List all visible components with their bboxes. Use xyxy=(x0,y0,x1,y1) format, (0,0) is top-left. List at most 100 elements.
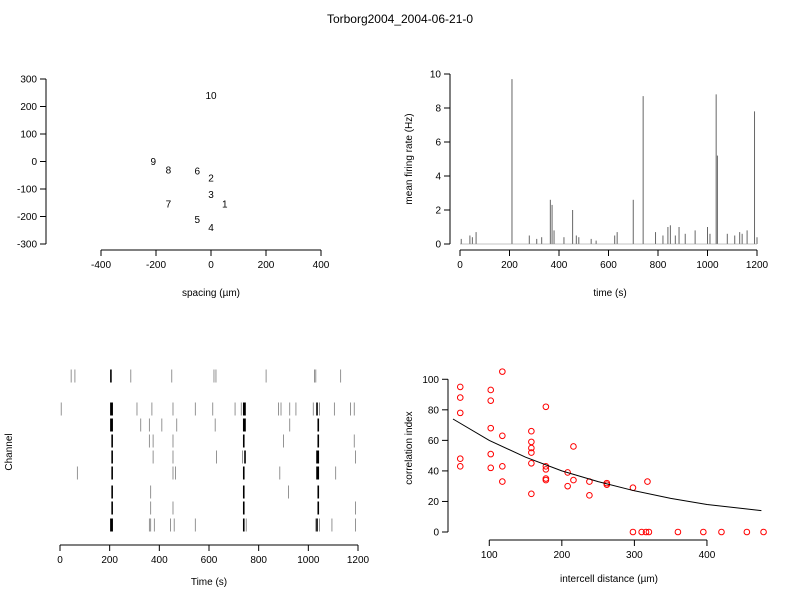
y-axis-label: correlation index xyxy=(404,411,415,484)
x-tick-label: 600 xyxy=(600,260,617,271)
data-point xyxy=(499,478,506,485)
electrode-label: 4 xyxy=(208,223,214,234)
x-tick-label: 400 xyxy=(699,550,716,561)
x-tick-label: 300 xyxy=(626,550,643,561)
data-point xyxy=(456,409,464,417)
y-tick-label: 0 xyxy=(435,240,441,251)
y-tick-label: 8 xyxy=(435,104,441,115)
data-point xyxy=(644,478,651,485)
data-point xyxy=(456,394,464,401)
electrode-label: 10 xyxy=(205,91,217,102)
x-tick-label: 100 xyxy=(481,550,498,561)
data-point xyxy=(542,403,550,411)
data-point xyxy=(499,368,506,375)
y-axis-label: Channel xyxy=(4,433,15,470)
electrode-label: 6 xyxy=(194,167,200,178)
x-tick-label: -200 xyxy=(146,260,166,271)
y-tick-label: 100 xyxy=(20,130,37,141)
x-tick-label: 200 xyxy=(501,260,518,271)
data-point xyxy=(570,476,577,484)
data-point xyxy=(564,482,571,490)
y-tick-label: 4 xyxy=(435,172,441,183)
x-tick-label: 600 xyxy=(201,555,218,566)
x-tick-label: 0 xyxy=(208,260,214,271)
data-point xyxy=(629,528,637,536)
data-point xyxy=(564,469,571,476)
y-tick-label: -300 xyxy=(17,240,37,251)
y-axis-label: mean firing rate (Hz) xyxy=(404,113,415,204)
figure-title: Torborg2004_2004-06-21-0 xyxy=(327,12,473,26)
data-point xyxy=(528,459,535,467)
x-tick-label: 400 xyxy=(551,260,568,271)
y-tick-label: 0 xyxy=(31,157,37,168)
electrode-label: 3 xyxy=(208,190,214,201)
y-tick-label: 80 xyxy=(428,405,440,416)
y-tick-label: 2 xyxy=(435,206,441,217)
data-point xyxy=(586,492,593,499)
x-tick-label: 800 xyxy=(650,260,667,271)
electrode-label: 5 xyxy=(194,215,200,226)
data-point xyxy=(743,528,751,536)
data-point xyxy=(499,432,506,440)
data-point xyxy=(487,397,495,404)
y-tick-label: -200 xyxy=(17,212,37,223)
data-point xyxy=(570,443,577,450)
fit-curve xyxy=(452,418,762,512)
mean-firing-rate-panel: 0 200 400 600 800 1000 1200 0 2 4 6 8 10 time (s) mean… xyxy=(404,70,769,300)
data-point xyxy=(456,383,464,391)
x-tick-label: 1200 xyxy=(347,555,370,566)
data-point xyxy=(645,528,653,536)
data-point xyxy=(760,528,767,536)
electrode-label: 2 xyxy=(208,174,214,185)
x-tick-label: 200 xyxy=(258,260,275,271)
y-tick-label: 60 xyxy=(428,436,440,447)
x-tick-label: 0 xyxy=(57,555,63,566)
data-point xyxy=(487,450,495,458)
data-point xyxy=(487,386,495,394)
data-point xyxy=(499,463,506,470)
data-point xyxy=(642,528,650,536)
y-tick-label: 100 xyxy=(422,375,439,386)
data-point xyxy=(528,490,535,498)
data-point xyxy=(528,427,535,435)
y-tick-label: 20 xyxy=(428,497,440,508)
electrode-label: 9 xyxy=(150,157,156,168)
spike-raster-panel: 0 200 400 600 800 1000 1200 Time (s) Channel xyxy=(4,369,370,588)
x-axis-label: intercell distance (µm) xyxy=(560,574,658,585)
y-tick-label: -100 xyxy=(17,185,37,196)
x-axis-label: time (s) xyxy=(593,288,626,299)
x-tick-label: 400 xyxy=(151,555,168,566)
y-tick-label: 40 xyxy=(428,466,440,477)
data-point xyxy=(487,464,495,472)
x-axis-label: spacing (µm) xyxy=(182,288,240,299)
y-tick-label: 0 xyxy=(433,528,439,539)
y-tick-label: 200 xyxy=(20,102,37,113)
x-axis-label: Time (s) xyxy=(191,577,227,588)
x-tick-label: -400 xyxy=(91,260,111,271)
y-tick-label: 300 xyxy=(20,75,37,86)
electrode-layout-panel: -400 -200 0 200 400 -300 -200 -100 0 100 200 300 10 9… xyxy=(17,75,330,300)
y-tick-label: 10 xyxy=(430,70,442,81)
y-tick-label: 6 xyxy=(435,138,441,149)
data-point xyxy=(542,466,550,473)
data-point xyxy=(674,528,682,536)
x-tick-label: 1000 xyxy=(297,555,320,566)
x-tick-label: 1200 xyxy=(746,260,769,271)
x-tick-label: 0 xyxy=(457,260,463,271)
data-point xyxy=(528,449,535,456)
x-tick-label: 200 xyxy=(101,555,118,566)
correlation-panel: 100 200 300 400 0 20 40 60 80 100 intercell distan… xyxy=(404,368,767,585)
electrode-label: 1 xyxy=(222,200,228,211)
data-point xyxy=(718,528,725,536)
data-point xyxy=(638,528,645,536)
data-point xyxy=(487,424,495,432)
data-point xyxy=(700,528,707,536)
data-point xyxy=(528,438,535,446)
data-point xyxy=(542,476,550,484)
data-point xyxy=(456,455,464,462)
electrode-label: 8 xyxy=(166,165,172,176)
data-point xyxy=(528,444,535,452)
x-tick-label: 400 xyxy=(313,260,330,271)
data-point xyxy=(456,463,464,470)
